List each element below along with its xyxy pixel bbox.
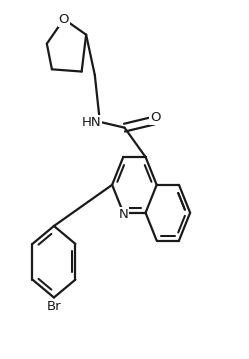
Text: Br: Br (47, 300, 61, 313)
Text: N: N (118, 208, 128, 221)
Text: O: O (59, 13, 69, 25)
Text: O: O (150, 111, 161, 124)
Text: HN: HN (81, 116, 101, 129)
